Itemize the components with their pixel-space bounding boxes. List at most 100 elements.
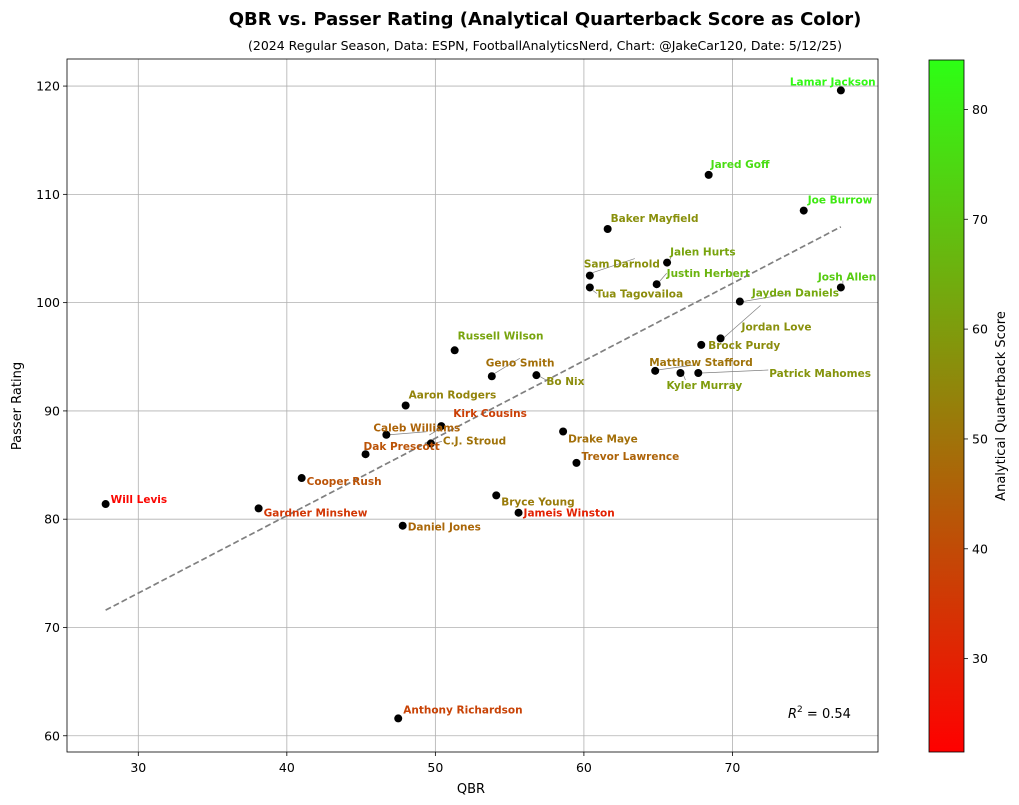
point-kirk-cousins bbox=[437, 422, 446, 431]
x-axis-ticks: 30 40 50 60 70 bbox=[130, 752, 740, 775]
point-josh-allen bbox=[836, 283, 845, 292]
point-label-patrick-mahomes: Patrick Mahomes bbox=[769, 368, 871, 380]
point-label-will-levis: Will Levis bbox=[111, 494, 168, 506]
point-matthew-stafford bbox=[651, 366, 660, 375]
point-drake-maye bbox=[559, 427, 568, 436]
chart-subtitle: (2024 Regular Season, Data: ESPN, Footba… bbox=[248, 38, 842, 53]
point-label-sam-darnold: Sam Darnold bbox=[584, 259, 660, 271]
point-c-j-stroud bbox=[426, 439, 435, 448]
point-labels: Lamar Jackson Jared Goff Joe Burrow Baker M… bbox=[111, 76, 877, 716]
y-tick-label: 70 bbox=[44, 620, 60, 635]
point-jordan-love bbox=[716, 334, 725, 343]
point-label-brock-purdy: Brock Purdy bbox=[708, 340, 780, 352]
point-label-bo-nix: Bo Nix bbox=[546, 376, 584, 388]
point-bo-nix bbox=[532, 371, 541, 380]
point-label-joe-burrow: Joe Burrow bbox=[807, 195, 873, 207]
point-bryce-young bbox=[492, 491, 501, 500]
y-axis-label: Passer Rating bbox=[10, 362, 25, 450]
x-tick-label: 50 bbox=[427, 760, 443, 775]
point-trevor-lawrence bbox=[572, 458, 581, 467]
point-label-jalen-hurts: Jalen Hurts bbox=[669, 247, 736, 259]
leader-line-bo-nix bbox=[539, 375, 547, 381]
trendline bbox=[105, 226, 842, 611]
y-tick-label: 120 bbox=[36, 79, 60, 94]
colorbar-label: Analytical Quarterback Score bbox=[994, 311, 1009, 501]
point-daniel-jones bbox=[398, 521, 407, 530]
point-label-lamar-jackson: Lamar Jackson bbox=[790, 76, 876, 88]
point-caleb-williams bbox=[382, 430, 391, 439]
point-jameis-winston bbox=[514, 508, 523, 517]
point-label-jordan-love: Jordan Love bbox=[741, 321, 812, 333]
point-label-daniel-jones: Daniel Jones bbox=[408, 522, 481, 534]
point-label-josh-allen: Josh Allen bbox=[817, 271, 876, 283]
point-label-dak-prescott: Dak Prescott bbox=[364, 441, 440, 453]
point-label-jameis-winston: Jameis Winston bbox=[523, 508, 615, 520]
leader-line-kyler-murray bbox=[683, 374, 686, 381]
point-label-gardner-minshew: Gardner Minshew bbox=[264, 507, 368, 519]
leader-line-patrick-mahomes bbox=[701, 369, 769, 374]
point-sam-darnold bbox=[585, 271, 594, 280]
point-label-kirk-cousins: Kirk Cousins bbox=[453, 408, 527, 420]
colorbar-tick-label: 50 bbox=[972, 431, 988, 446]
colorbar-ticks: 30 40 50 60 70 80 bbox=[964, 102, 988, 666]
point-label-trevor-lawrence: Trevor Lawrence bbox=[581, 451, 679, 463]
point-patrick-mahomes bbox=[694, 369, 703, 378]
x-tick-label: 60 bbox=[576, 760, 592, 775]
leader-line-matthew-stafford bbox=[658, 364, 696, 371]
plot-frame bbox=[66, 58, 879, 753]
colorbar-tick-label: 70 bbox=[972, 212, 988, 227]
point-label-jayden-daniels: Jayden Daniels bbox=[751, 288, 839, 300]
y-tick-label: 60 bbox=[44, 728, 60, 743]
point-label-bryce-young: Bryce Young bbox=[501, 496, 574, 508]
point-russell-wilson bbox=[450, 346, 459, 355]
colorbar-tick-label: 40 bbox=[972, 541, 988, 556]
point-label-matthew-stafford: Matthew Stafford bbox=[649, 357, 753, 369]
point-label-justin-herbert: Justin Herbert bbox=[666, 268, 750, 280]
x-tick-label: 30 bbox=[130, 760, 146, 775]
point-justin-herbert bbox=[652, 280, 661, 289]
point-label-russell-wilson: Russell Wilson bbox=[458, 330, 544, 342]
leader-line-kirk-cousins bbox=[429, 428, 440, 436]
point-label-baker-mayfield: Baker Mayfield bbox=[611, 213, 699, 225]
colorbar bbox=[928, 59, 965, 753]
point-label-geno-smith: Geno Smith bbox=[486, 357, 555, 369]
data-points bbox=[101, 86, 845, 723]
point-dak-prescott bbox=[361, 450, 370, 459]
point-label-kyler-murray: Kyler Murray bbox=[666, 380, 742, 392]
colorbar-tick-label: 80 bbox=[972, 102, 988, 117]
point-label-tua-tagovailoa: Tua Tagovailoa bbox=[596, 288, 683, 300]
point-label-jared-goff: Jared Goff bbox=[710, 159, 770, 171]
leader-line-geno-smith bbox=[494, 357, 520, 374]
leader-line-jordan-love bbox=[718, 305, 761, 343]
point-will-levis bbox=[101, 500, 110, 509]
point-anthony-richardson bbox=[394, 714, 403, 723]
r-squared-annotation: R2 = 0.54 bbox=[788, 705, 851, 722]
point-baker-mayfield bbox=[603, 225, 612, 234]
leader-line-caleb-williams bbox=[389, 431, 427, 436]
point-brock-purdy bbox=[697, 340, 706, 349]
point-label-c-j-stroud: C.J. Stroud bbox=[443, 435, 506, 447]
leader-line-tua-tagovailoa bbox=[592, 290, 598, 294]
point-label-drake-maye: Drake Maye bbox=[568, 433, 638, 445]
leader-line-jayden-daniels bbox=[742, 293, 790, 302]
point-cooper-rush bbox=[297, 474, 306, 483]
x-axis-label: QBR bbox=[457, 782, 485, 797]
point-jared-goff bbox=[704, 170, 713, 179]
point-gardner-minshew bbox=[254, 504, 263, 513]
colorbar-tick-label: 60 bbox=[972, 322, 988, 337]
chart-title: QBR vs. Passer Rating (Analytical Quarte… bbox=[229, 9, 862, 30]
y-tick-label: 80 bbox=[44, 512, 60, 527]
leader-lines bbox=[389, 256, 844, 444]
y-tick-label: 110 bbox=[36, 187, 60, 202]
point-aaron-rodgers bbox=[401, 401, 410, 410]
colorbar-tick-label: 30 bbox=[972, 651, 988, 666]
point-jalen-hurts bbox=[663, 258, 672, 267]
point-jayden-daniels bbox=[735, 297, 744, 306]
y-tick-label: 90 bbox=[44, 403, 60, 418]
x-tick-label: 70 bbox=[724, 760, 740, 775]
point-label-aaron-rodgers: Aaron Rodgers bbox=[409, 390, 497, 402]
leader-line-c-j-stroud bbox=[433, 441, 442, 444]
y-axis-ticks: 60 70 80 90 100 110 120 bbox=[36, 79, 67, 743]
leader-line-jalen-hurts bbox=[669, 256, 672, 260]
